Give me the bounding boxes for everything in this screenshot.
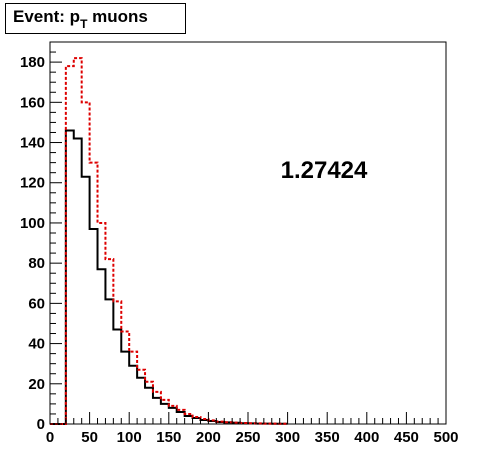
x-tick-label: 500 — [433, 429, 458, 446]
x-tick-label: 100 — [117, 429, 142, 446]
y-tick-label: 160 — [20, 94, 45, 111]
x-tick-label: 250 — [235, 429, 260, 446]
x-tick-label: 0 — [46, 429, 54, 446]
y-tick-label: 0 — [37, 416, 45, 433]
x-tick-label: 400 — [354, 429, 379, 446]
y-tick-label: 20 — [28, 376, 45, 393]
y-tick-label: 80 — [28, 255, 45, 272]
y-tick-label: 100 — [20, 215, 45, 232]
y-tick-label: 180 — [20, 54, 45, 71]
histogram-series-1 — [50, 129, 288, 425]
x-tick-label: 350 — [315, 429, 340, 446]
y-tick-label: 60 — [28, 295, 45, 312]
chart-title: Event: pT muons — [13, 7, 148, 31]
annotation-value: 1.27424 — [281, 157, 368, 184]
x-tick-label: 200 — [196, 429, 221, 446]
chart-title-box: Event: pT muons — [5, 3, 186, 34]
x-tick-label: 150 — [156, 429, 181, 446]
plot-frame — [49, 41, 447, 425]
x-tick-label: 450 — [394, 429, 419, 446]
x-tick-label: 50 — [81, 429, 98, 446]
y-tick-label: 40 — [28, 336, 45, 353]
y-tick-label: 120 — [20, 175, 45, 192]
histogram-series-layer — [50, 57, 288, 425]
histogram-series-2 — [50, 57, 288, 425]
title-suffix: muons — [87, 7, 148, 26]
axes: 0 50 100 150 200 250 300 350 400 450 500 0 20 40 60 80 1… — [20, 41, 459, 446]
y-tick-label: 140 — [20, 135, 45, 152]
title-subscript: T — [80, 17, 88, 31]
x-tick-label: 300 — [275, 429, 300, 446]
title-main: Event: p — [13, 7, 81, 26]
